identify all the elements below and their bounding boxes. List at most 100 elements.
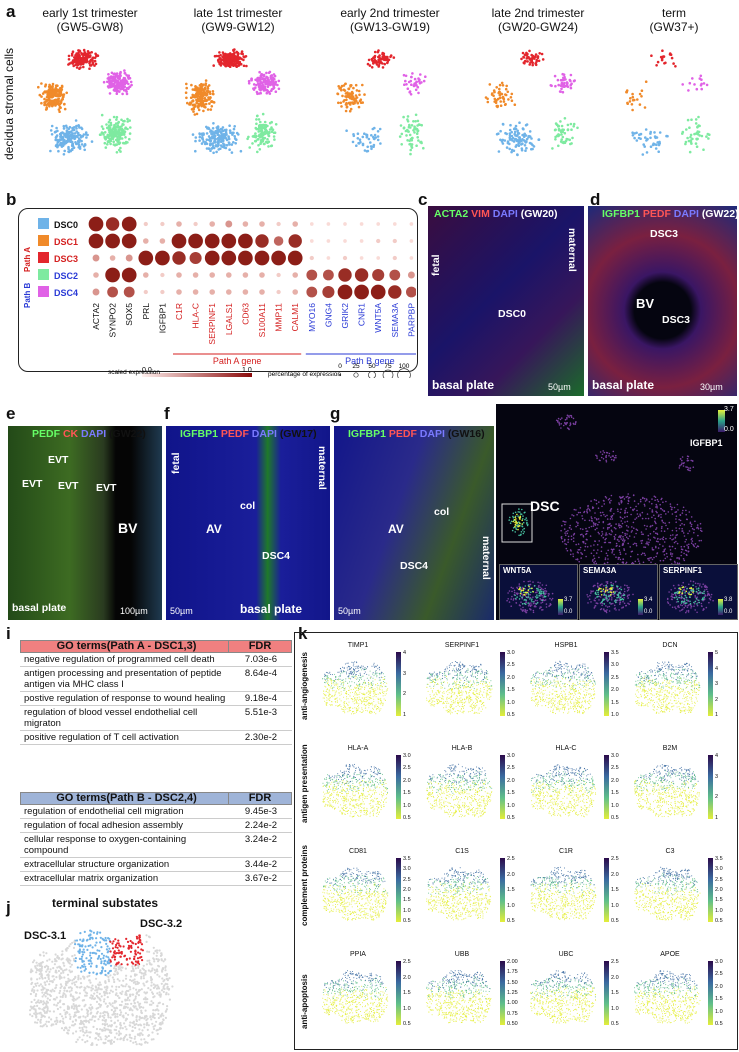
go-row: cellular response to oxygen-containing c… [20, 833, 292, 858]
spatial-spot [627, 500, 630, 503]
spatial-spot [582, 541, 584, 543]
spatial-spot [595, 602, 598, 604]
spatial-spot [596, 527, 598, 530]
spatial-spot [536, 601, 539, 604]
umap-point [112, 978, 115, 981]
spatial-spot [692, 590, 695, 592]
spatial-spot [630, 513, 632, 516]
umap-point [131, 1021, 134, 1024]
dot [121, 233, 137, 249]
umap-point [59, 87, 63, 91]
spatial-spot [579, 546, 582, 549]
umap-point [82, 1015, 85, 1018]
spatial-spot [603, 594, 606, 596]
spatial-spot [632, 494, 635, 496]
spatial-spot [536, 597, 538, 599]
spatial-spot [628, 603, 630, 605]
spatial-spot [604, 534, 607, 536]
umap-point [267, 71, 271, 75]
spatial-spot [656, 532, 658, 535]
spatial-spot [676, 503, 679, 506]
umap-point [501, 84, 505, 87]
umap-point [101, 131, 105, 135]
spatial-spot [605, 610, 607, 612]
spatial-spot [640, 542, 643, 544]
umap-point [500, 81, 504, 85]
umap-point [49, 100, 52, 104]
umap-point [398, 135, 402, 138]
umap-point [114, 125, 118, 128]
go-term: cellular response to oxygen-containing c… [24, 834, 187, 856]
spatial-spot [671, 593, 673, 595]
evt-label: EVT [48, 454, 69, 466]
spatial-spot [670, 552, 672, 554]
spatial-spot [522, 589, 525, 591]
umap-point [641, 153, 645, 156]
spatial-spot [524, 610, 527, 612]
umap-point [238, 56, 241, 59]
umap-point [113, 1028, 116, 1031]
spatial-spot [610, 589, 612, 592]
gene-label: SERPINF1 [207, 303, 217, 345]
fetal-label: fetal [430, 254, 442, 276]
cluster-swatch [38, 235, 49, 246]
spatial-spot [617, 596, 620, 598]
spatial-spot [604, 538, 606, 541]
spatial-spot [705, 588, 708, 591]
spatial-spot [602, 511, 604, 514]
spatial-spot [690, 593, 692, 596]
umap-point [57, 108, 61, 111]
spatial-spot [598, 521, 600, 523]
spatial-spot [565, 521, 567, 523]
umap-point [337, 101, 340, 105]
spatial-spot [665, 552, 668, 555]
spatial-spot [701, 530, 703, 532]
dot [226, 272, 232, 278]
panel-e-label: e [6, 404, 16, 423]
spatial-spot [686, 599, 688, 601]
umap-point [417, 91, 420, 95]
umap-point [356, 132, 360, 135]
umap-point [156, 973, 159, 976]
umap-point [103, 131, 107, 134]
umap-point [53, 98, 56, 102]
umap-point [83, 1025, 86, 1028]
spatial-spot [619, 553, 622, 555]
umap-point [420, 123, 423, 127]
spatial-spot [642, 533, 644, 536]
umap-point [631, 95, 635, 99]
umap-point [75, 66, 79, 69]
spatial-spot [523, 591, 525, 594]
spatial-spot [690, 604, 692, 607]
spatial-spot [607, 498, 610, 501]
spatial-spot [590, 601, 592, 603]
spatial-spot [653, 530, 655, 533]
spatial-spot [698, 592, 700, 595]
spatial-spot [600, 456, 603, 459]
umap-point [506, 90, 510, 94]
spatial-spot [660, 513, 662, 516]
spatial-spot [694, 543, 697, 545]
spatial-spot [566, 418, 568, 420]
spatial-spot [643, 497, 646, 500]
umap-point [499, 96, 502, 100]
path-b-label: Path B [23, 282, 32, 308]
umap-point [129, 975, 132, 978]
umap-point [644, 128, 648, 131]
umap-point [524, 123, 528, 127]
umap-point [115, 83, 119, 87]
umap-point [562, 140, 566, 144]
umap-point [217, 54, 220, 58]
spatial-spot [544, 587, 546, 590]
stain: PEDF [220, 428, 249, 440]
umap-point [268, 130, 271, 134]
spatial-spot [599, 511, 602, 514]
umap-point [346, 94, 349, 97]
umap-point [349, 101, 352, 105]
umap-point [166, 972, 169, 976]
panel-g-image: IGFBP1 PEDF DAPI (GW16) col AV DSC4 mate… [334, 426, 494, 620]
spatial-spot [521, 603, 524, 605]
spatial-spot [555, 419, 558, 422]
spatial-spot [520, 601, 522, 603]
spatial-spot [522, 521, 525, 524]
